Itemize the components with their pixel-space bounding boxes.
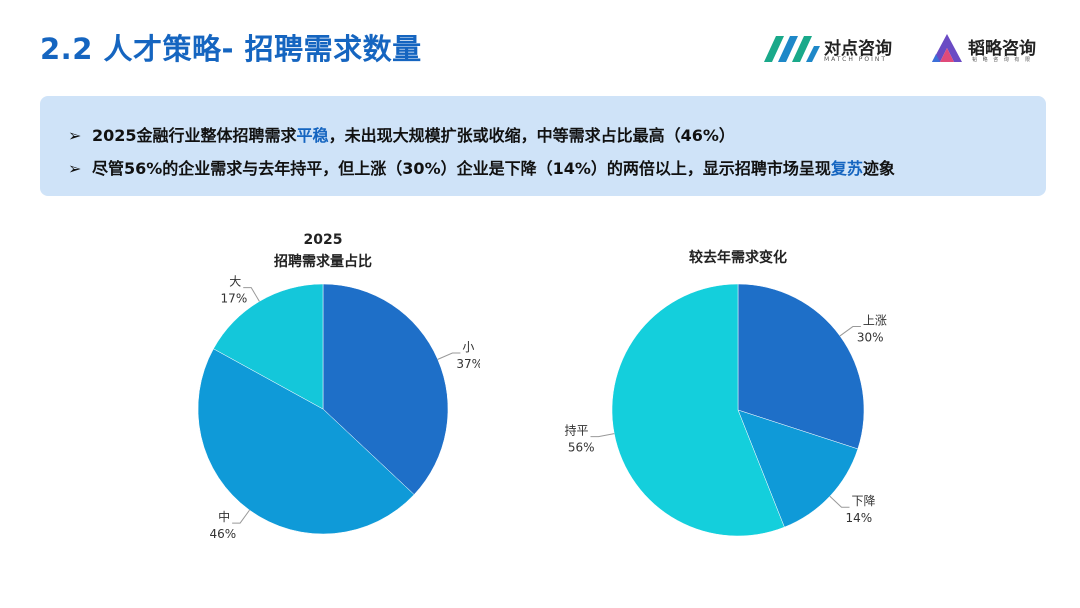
bullet2-post: 迹象 bbox=[862, 159, 895, 178]
logo2-name: 韬略咨询 bbox=[968, 39, 1036, 59]
summary-callout: ➢ 2025金融行业整体招聘需求平稳，未出现大规模扩张或收缩，中等需求占比最高（4… bbox=[40, 96, 1046, 196]
chart2-leader-1 bbox=[829, 495, 850, 508]
chart1-leader-2 bbox=[243, 287, 260, 302]
bullet2-pre: 尽管56%的企业需求与去年持平，但上涨（30%）企业是下降（14%）的两倍以上，… bbox=[92, 159, 831, 178]
chart1-label-2: 大 bbox=[229, 275, 241, 289]
taolue-logo: 韬略咨询 韬 略 咨 询 有 限 bbox=[930, 30, 1060, 66]
chart1-title-line1: 2025 bbox=[304, 232, 343, 248]
chart1-pct-2: 17% bbox=[221, 292, 248, 306]
chart1-pct-0: 37% bbox=[456, 357, 480, 371]
pie-chart-yoy-change: 较去年需求变化 上涨 30% 下降 14% 持平 56% bbox=[564, 249, 887, 537]
chart2-slice-2 bbox=[611, 283, 785, 537]
chart2-pct-1: 14% bbox=[846, 511, 873, 525]
chart2-labels: 上涨 30% 下降 14% 持平 56% bbox=[564, 313, 886, 526]
chart2-slice-0 bbox=[737, 283, 865, 450]
chart2-slices bbox=[611, 283, 865, 537]
match-point-logo-icon bbox=[764, 36, 820, 62]
chart1-slice-0 bbox=[322, 283, 449, 495]
bullet-arrow-icon: ➢ bbox=[68, 126, 82, 145]
chart1-leader-1 bbox=[232, 509, 250, 524]
chart1-pct-1: 46% bbox=[209, 527, 236, 541]
bullet1-pre: 2025金融行业整体招聘需求 bbox=[92, 126, 297, 145]
chart1-title-line2: 招聘需求量占比 bbox=[274, 253, 372, 270]
logo1-name: 对点咨询 bbox=[824, 39, 892, 59]
page-title: 2.2 人才策略- 招聘需求数量 bbox=[40, 32, 422, 66]
chart2-title: 较去年需求变化 bbox=[689, 249, 787, 266]
chart2-label-0: 上涨 bbox=[863, 313, 887, 328]
bullet1-highlight: 平稳 bbox=[296, 126, 329, 145]
chart1-label-1: 中 bbox=[218, 509, 230, 524]
chart1-slices bbox=[197, 283, 449, 535]
logo2-sub: 韬 略 咨 询 有 限 bbox=[972, 57, 1032, 63]
chart2-pct-2: 56% bbox=[568, 441, 595, 455]
pie-chart-demand-share: 2025 招聘需求量占比 小 37% 中 46% 大 17% bbox=[197, 232, 480, 541]
taolue-logo-icon bbox=[932, 34, 962, 62]
chart1-labels: 小 37% 中 46% 大 17% bbox=[209, 275, 480, 541]
chart1-label-0: 小 bbox=[462, 340, 474, 354]
chart2-pct-0: 30% bbox=[857, 331, 884, 345]
bullet2-highlight: 复苏 bbox=[830, 159, 863, 178]
chart2-label-1: 下降 bbox=[852, 494, 876, 508]
summary-bullet-2: ➢ 尽管56%的企业需求与去年持平，但上涨（30%）企业是下降（14%）的两倍以上… bbox=[68, 155, 895, 179]
chart2-leader-2 bbox=[590, 433, 615, 438]
chart2-label-2: 持平 bbox=[564, 423, 588, 438]
bullet1-post: ，未出现大规模扩张或收缩，中等需求占比最高（46%） bbox=[328, 126, 735, 145]
bullet-arrow-icon: ➢ bbox=[68, 159, 82, 178]
match-point-logo: 对点咨询 MATCH POINT bbox=[762, 30, 912, 66]
summary-bullet-1: ➢ 2025金融行业整体招聘需求平稳，未出现大规模扩张或收缩，中等需求占比最高（4… bbox=[68, 122, 735, 146]
chart1-slice-1 bbox=[197, 348, 415, 535]
chart1-leader-0 bbox=[437, 352, 461, 360]
logo1-sub: MATCH POINT bbox=[824, 56, 888, 63]
chart2-leader-0 bbox=[839, 326, 861, 337]
chart1-slice-2 bbox=[213, 283, 324, 410]
